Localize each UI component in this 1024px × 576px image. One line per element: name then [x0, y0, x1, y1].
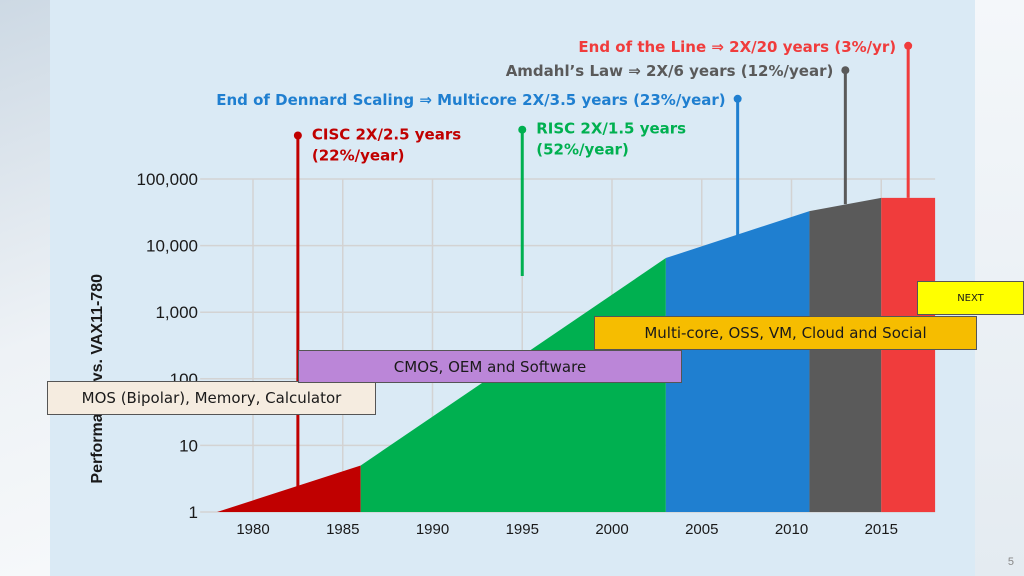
x-tick-label: 2015 — [865, 521, 898, 538]
next-box: NEXT — [917, 281, 1024, 315]
x-tick-label: 2010 — [775, 521, 808, 538]
annotation-label-risc: (52%/year) — [536, 141, 629, 159]
annotation-label-risc: RISC 2X/1.5 years — [536, 120, 686, 138]
annotation-label-dennard: End of Dennard Scaling ⇒ Multicore 2X/3.… — [216, 91, 725, 109]
annotation-label-cisc: (22%/year) — [312, 146, 405, 164]
annotation-dot-cisc — [293, 131, 302, 140]
era-label-multicore: Multi-core, OSS, VM, Cloud and Social — [594, 316, 977, 350]
x-tick-label: 2000 — [595, 521, 628, 538]
annotation-dot-amdahl — [841, 66, 850, 75]
y-tick-label: 10,000 — [146, 237, 198, 256]
annotation-dot-end_of_line — [904, 41, 913, 50]
era-label-cmos: CMOS, OEM and Software — [298, 350, 682, 383]
era-label-mos: MOS (Bipolar), Memory, Calculator — [47, 381, 376, 415]
area-segment — [881, 197, 936, 512]
annotation-label-end_of_line: End of the Line ⇒ 2X/20 years (3%/yr) — [578, 38, 896, 56]
y-tick-label: 100,000 — [137, 170, 198, 189]
x-tick-label: 1980 — [236, 521, 269, 538]
annotation-label-cisc: CISC 2X/2.5 years — [312, 125, 461, 143]
y-tick-label: 1 — [189, 503, 198, 522]
area-segment — [360, 258, 666, 512]
x-tick-label: 1990 — [416, 521, 449, 538]
page-number: 5 — [1007, 556, 1014, 568]
annotation-dot-risc — [518, 125, 527, 134]
y-tick-label: 1,000 — [155, 303, 198, 322]
annotation-dot-dennard — [733, 94, 742, 103]
area-segment — [217, 465, 361, 512]
slide-decoration — [0, 0, 50, 576]
performance-chart: 1980 1985 1990 1995 2000 2005 2010 20151101001,… — [89, 38, 936, 538]
y-axis-label: Performance vs. VAX11-780 — [89, 274, 106, 484]
area-segment — [809, 197, 882, 512]
x-tick-label: 1995 — [506, 521, 539, 538]
area-segment — [665, 211, 810, 513]
y-tick-label: 10 — [179, 436, 198, 455]
x-tick-label: 2005 — [685, 521, 718, 538]
x-tick-label: 1985 — [326, 521, 359, 538]
annotation-label-amdahl: Amdahl’s Law ⇒ 2X/6 years (12%/year) — [506, 62, 834, 80]
